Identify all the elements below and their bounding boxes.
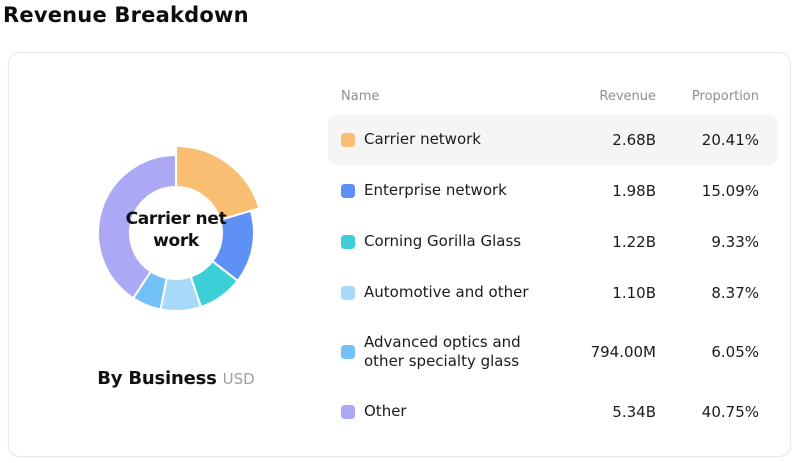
row-proportion: 9.33% <box>711 232 759 251</box>
chart-caption-unit: USD <box>222 370 255 388</box>
row-proportion: 15.09% <box>701 181 759 200</box>
row-revenue: 2.68B <box>612 130 656 149</box>
row-name-cell: Enterprise network <box>341 181 561 201</box>
row-proportion: 20.41% <box>701 130 759 149</box>
chart-caption: By Business USD <box>56 368 296 389</box>
chart-caption-title: By Business <box>97 368 217 389</box>
table-body: Carrier network 2.68B 20.41% Enterprise … <box>328 114 778 437</box>
legend-table: Name Revenue Proportion Carrier network … <box>328 78 778 437</box>
row-proportion: 6.05% <box>711 343 759 361</box>
donut-center-label: Carrier net work <box>101 209 251 252</box>
row-revenue: 794.00M <box>590 343 656 361</box>
row-revenue: 1.22B <box>612 232 656 251</box>
row-name: Carrier network <box>364 129 481 148</box>
table-row-corning-gorilla-glass[interactable]: Corning Gorilla Glass 1.22B 9.33% <box>328 216 778 267</box>
row-revenue: 1.10B <box>612 283 656 302</box>
row-name-cell: Advanced optics and other specialty glas… <box>341 333 561 372</box>
row-proportion: 40.75% <box>701 402 759 421</box>
donut-center-label-line1: Carrier net <box>125 209 227 229</box>
revenue-breakdown-card: Carrier net work By Business USD Name Rev… <box>8 52 791 457</box>
series-color-swatch <box>341 285 355 300</box>
row-name-cell: Automotive and other <box>341 283 561 303</box>
row-name: Advanced optics and other specialty glas… <box>364 332 521 371</box>
row-revenue: 1.98B <box>612 181 656 200</box>
row-name-cell: Other <box>341 402 561 422</box>
series-color-swatch <box>341 183 355 198</box>
table-row-automotive-and-other[interactable]: Automotive and other 1.10B 8.37% <box>328 267 778 318</box>
series-color-swatch <box>341 132 355 147</box>
table-row-carrier-network[interactable]: Carrier network 2.68B 20.41% <box>328 114 778 165</box>
table-row-advanced-optics-and-other-specialty-glass[interactable]: Advanced optics and other specialty glas… <box>328 318 778 386</box>
row-name: Automotive and other <box>364 282 529 301</box>
row-name: Corning Gorilla Glass <box>364 231 522 250</box>
column-header-proportion: Proportion <box>691 88 759 104</box>
donut-center-label-line2: work <box>153 230 199 251</box>
row-name: Other <box>364 401 407 420</box>
row-proportion: 8.37% <box>711 283 759 302</box>
column-header-name: Name <box>341 88 380 104</box>
page-title: Revenue Breakdown <box>3 3 249 27</box>
table-header-row: Name Revenue Proportion <box>328 78 778 114</box>
table-row-enterprise-network[interactable]: Enterprise network 1.98B 15.09% <box>328 165 778 216</box>
donut-chart <box>97 145 261 312</box>
donut-segment-other[interactable] <box>97 154 177 300</box>
donut-segment-carrier-network[interactable] <box>175 145 261 221</box>
series-color-swatch <box>341 404 355 419</box>
table-row-other[interactable]: Other 5.34B 40.75% <box>328 386 778 437</box>
row-name: Enterprise network <box>364 180 507 199</box>
row-name-cell: Corning Gorilla Glass <box>341 232 561 252</box>
row-revenue: 5.34B <box>612 402 656 421</box>
series-color-swatch <box>341 345 355 359</box>
row-name-cell: Carrier network <box>341 130 561 150</box>
series-color-swatch <box>341 234 355 249</box>
column-header-revenue: Revenue <box>599 88 656 104</box>
